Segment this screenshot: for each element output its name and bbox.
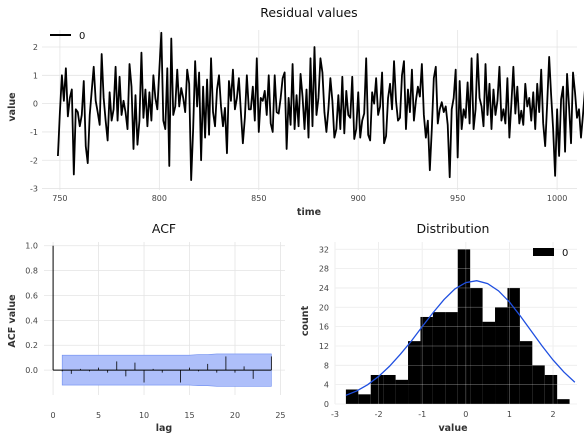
residuals-panel: Residual values -3 -2 -1 0 1 2 750 800 850 900 95… [7,5,584,218]
distribution-bar [395,379,409,404]
distribution-legend-swatch [533,248,554,256]
distribution-bars [345,249,570,404]
distribution-bar [482,321,496,404]
distribution-bar [445,312,458,404]
distribution-x-tick-label: 1 [507,410,512,419]
acf-y-tick-label: 0.2 [25,341,38,350]
residuals-x-tick-label: 800 [152,194,167,203]
acf-x-tick-label: 20 [230,411,240,420]
distribution-y-tick-label: 12 [319,342,329,351]
distribution-x-axis-label: value [438,423,467,434]
residuals-y-tick-label: 2 [33,43,38,52]
acf-x-ticks: 0 5 10 15 20 25 [51,411,286,420]
distribution-bar [519,341,533,404]
distribution-y-tick-label: 20 [319,303,329,312]
residuals-legend-label: 0 [79,31,85,42]
residuals-y-tick-label: -2 [30,156,38,165]
residuals-y-ticks: -3 -2 -1 0 1 2 [30,43,38,194]
acf-title: ACF [152,221,176,236]
residuals-x-tick-label: 1000 [547,194,567,203]
distribution-y-tick-label: 28 [319,265,329,274]
distribution-y-tick-label: 0 [324,400,329,409]
acf-x-axis-label: lag [156,423,172,434]
distribution-title: Distribution [417,221,490,236]
distribution-bar [383,374,396,404]
distribution-bar [408,341,421,404]
distribution-bar [532,365,545,404]
residuals-y-tick-label: -1 [30,128,38,137]
distribution-legend-label: 0 [562,248,568,259]
acf-x-tick-label: 0 [51,411,56,420]
residuals-y-tick-label: 1 [33,71,38,80]
distribution-y-tick-label: 4 [324,381,329,390]
acf-y-axis-label: ACF value [7,294,18,347]
residuals-x-ticks: 750 800 850 900 950 1000 [52,194,567,203]
distribution-bar [544,374,558,404]
distribution-y-axis-label: count [300,305,311,336]
distribution-x-tick-label: 0 [463,410,468,419]
distribution-bar [432,312,446,404]
acf-x-tick-label: 10 [139,411,149,420]
distribution-bar [358,394,371,404]
acf-x-tick-label: 15 [184,411,194,420]
distribution-y-tick-label: 8 [324,361,329,370]
acf-y-tick-label: 0.8 [25,267,38,276]
distribution-bar [507,287,520,404]
acf-y-ticks: 0.0 0.2 0.4 0.6 0.8 1.0 [25,242,38,375]
acf-y-tick-label: 1.0 [25,242,38,251]
distribution-y-ticks: 0 4 8 12 16 20 24 28 32 [319,245,329,409]
acf-x-tick-label: 5 [96,411,101,420]
residuals-x-tick-label: 900 [351,194,366,203]
acf-panel: ACF 0.0 0.2 0.4 0.6 0.8 1.0 0 5 10 15 20 25 lag AC… [7,221,286,434]
residuals-x-axis-label: time [297,207,321,218]
distribution-y-tick-label: 16 [319,323,329,332]
residuals-title: Residual values [260,5,357,20]
residuals-x-tick-label: 750 [52,194,67,203]
residuals-x-tick-label: 850 [251,194,266,203]
residuals-y-axis-label: value [7,92,18,121]
distribution-bar [470,287,483,404]
residuals-x-tick-label: 950 [450,194,465,203]
distribution-bar [345,389,359,404]
acf-y-tick-label: 0.6 [25,291,38,300]
distribution-x-ticks: -3 -2 -1 0 1 2 [331,410,556,419]
residuals-series-line [57,31,584,181]
acf-y-tick-label: 0.0 [25,366,38,375]
acf-x-tick-label: 25 [275,411,285,420]
distribution-bar [420,316,433,404]
residuals-y-tick-label: -3 [30,185,38,194]
distribution-x-tick-label: 2 [550,410,555,419]
distribution-x-tick-label: -1 [418,410,426,419]
distribution-density-curve [345,280,576,396]
residuals-legend: 0 [50,31,85,42]
distribution-bar [557,399,570,404]
distribution-bar [495,307,508,404]
distribution-bar [370,374,384,404]
distribution-bar [457,249,471,404]
distribution-y-tick-label: 32 [319,245,329,254]
distribution-legend: 0 [533,248,568,259]
distribution-x-tick-label: -3 [331,410,339,419]
distribution-x-tick-label: -2 [375,410,383,419]
residuals-y-tick-label: 0 [33,100,38,109]
acf-stems [52,245,272,383]
acf-y-tick-label: 0.4 [25,316,38,325]
distribution-y-tick-label: 24 [319,284,329,293]
